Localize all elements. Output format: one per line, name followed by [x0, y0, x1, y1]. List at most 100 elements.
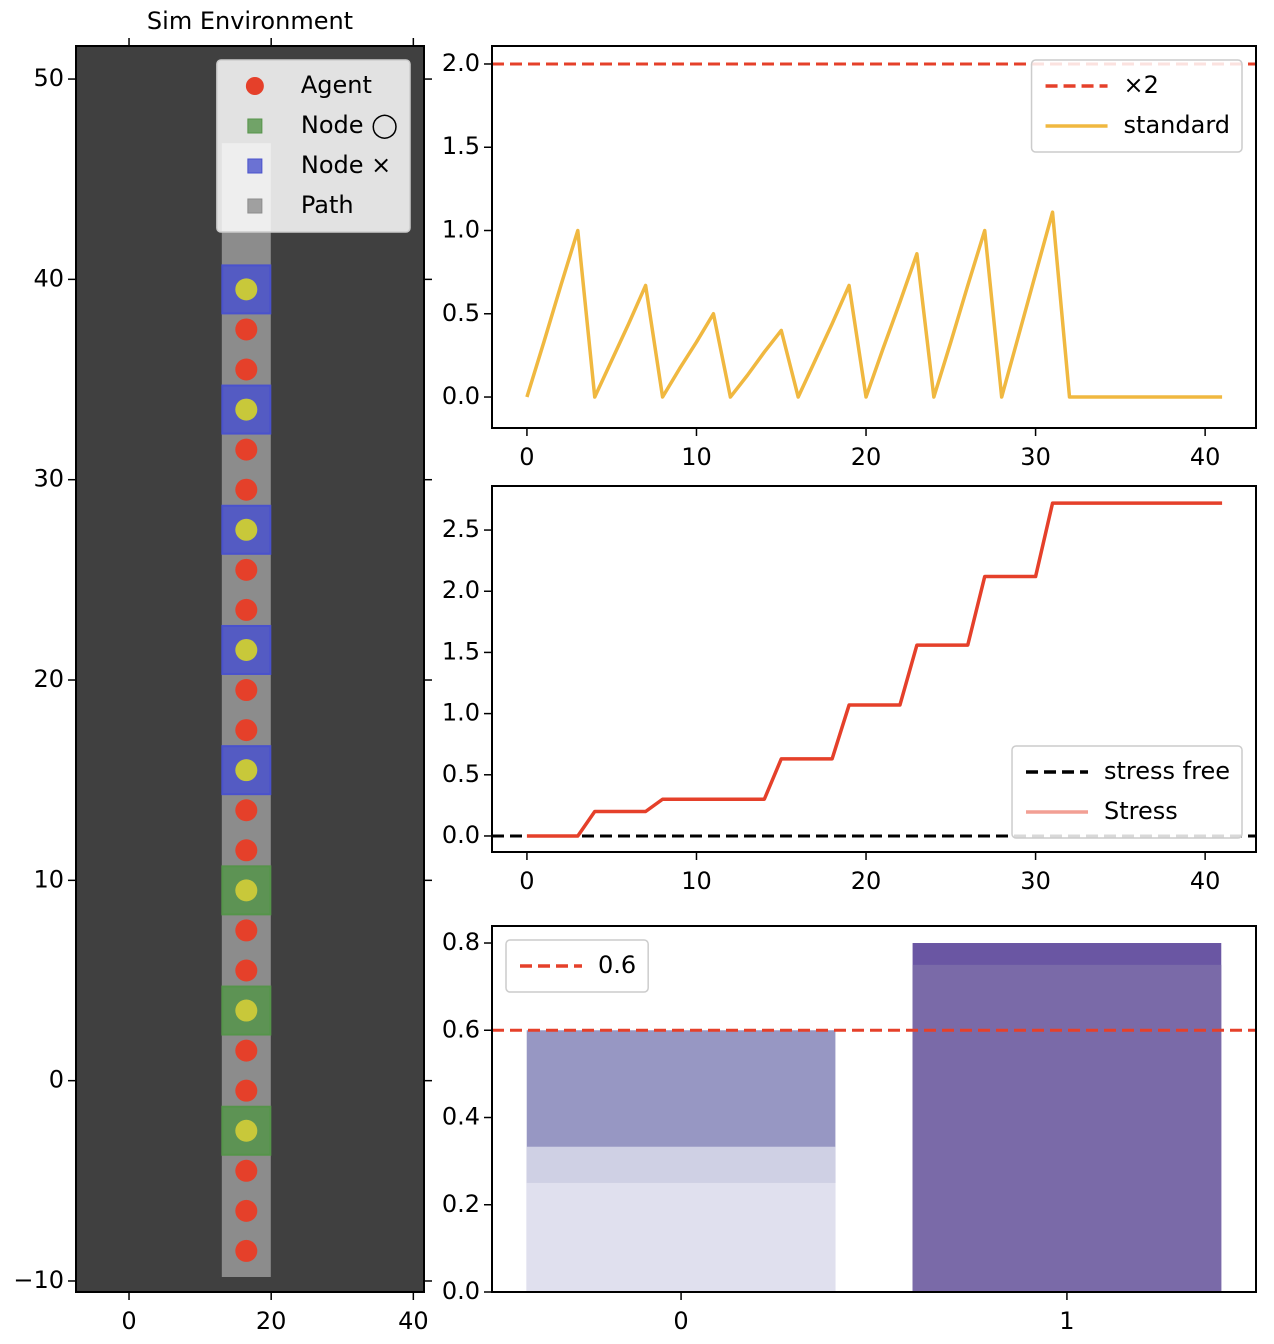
y-tick-label: 2.0	[442, 576, 480, 604]
chart: Sim Environment −10 0 10 20 30 40 50 0 20 40 Agent N…	[13, 7, 432, 1335]
x-tick-label: 0	[121, 1307, 136, 1335]
y-tick-label: 0.0	[442, 1277, 480, 1305]
chart: 0.0 0.5 1.0 1.5 2.0 2.5 0 10 20 30 40 stress free St…	[442, 485, 1257, 895]
legend-label: Path	[301, 191, 354, 219]
agent-marker	[235, 1159, 258, 1182]
y-tick-label: 0.0	[442, 821, 480, 849]
node-marker	[221, 384, 272, 435]
agent-marker	[235, 919, 258, 942]
node-agent	[235, 638, 258, 661]
legend-label: 0.6	[598, 951, 636, 979]
agent-marker	[235, 679, 258, 702]
x-tick-label: 40	[398, 1307, 429, 1335]
agent-marker	[235, 839, 258, 862]
agent-marker	[235, 799, 258, 822]
y-tick-label: 30	[33, 465, 64, 493]
x-tick-label: 10	[681, 867, 712, 895]
node-agent	[235, 879, 258, 902]
plot-frame	[491, 45, 1257, 429]
legend-swatch	[247, 158, 263, 174]
chart-title: Sim Environment	[147, 7, 353, 35]
agent-marker	[235, 959, 258, 982]
x-tick-label: 30	[1020, 443, 1051, 471]
x-tick-label: 10	[681, 443, 712, 471]
y-tick-label: 2.0	[442, 49, 480, 77]
chart: 0.0 0.5 1.0 1.5 2.0 0 10 20 30 40 ×2 standard	[442, 45, 1257, 471]
x-tick-label: 0	[519, 443, 534, 471]
y-tick-label: 0	[49, 1066, 64, 1094]
y-tick-label: 0.4	[442, 1103, 480, 1131]
plot-frame	[491, 485, 1257, 853]
data-line	[525, 210, 1223, 399]
y-tick-label: 40	[33, 264, 64, 292]
agent-marker	[235, 318, 258, 341]
y-tick-label: 20	[33, 665, 64, 693]
node-marker	[221, 865, 272, 916]
y-tick-label: 1.5	[442, 637, 480, 665]
y-tick-label: 0.6	[442, 1015, 480, 1043]
legend-label: stress free	[1104, 757, 1230, 785]
legend-swatch	[247, 118, 263, 134]
y-tick-label: 0.2	[442, 1190, 480, 1218]
x-tick-label: 20	[256, 1307, 287, 1335]
agent-marker	[235, 719, 258, 742]
x-tick-label: 40	[1190, 867, 1221, 895]
x-tick-label: 1	[1059, 1307, 1074, 1335]
legend: stress free Stress	[1011, 745, 1243, 839]
x-tick-label: 20	[851, 443, 882, 471]
agent-marker	[235, 598, 258, 621]
agent-marker	[235, 558, 258, 581]
data-line	[526, 501, 1223, 838]
legend-label: Stress	[1104, 797, 1178, 825]
node-agent	[235, 1119, 258, 1142]
x-tick-label: 0	[519, 867, 534, 895]
legend-box	[216, 59, 411, 233]
legend-label: Node ×	[301, 151, 391, 179]
x-tick-label: 20	[851, 867, 882, 895]
y-tick-label: 0.8	[442, 928, 480, 956]
agent-marker	[235, 1199, 258, 1222]
y-tick-label: 1.0	[442, 216, 480, 244]
x-tick-label: 30	[1020, 867, 1051, 895]
plot-frame	[491, 925, 1257, 1293]
y-tick-label: 0.0	[442, 382, 480, 410]
legend-label: standard	[1124, 111, 1230, 139]
node-agent	[235, 759, 258, 782]
y-tick-label: 10	[33, 865, 64, 893]
x-tick-label: 40	[1190, 443, 1221, 471]
node-agent	[235, 518, 258, 541]
y-tick-label: 50	[33, 64, 64, 92]
y-tick-label: 0.5	[442, 760, 480, 788]
bar	[912, 964, 1222, 1292]
legend-box	[1030, 59, 1243, 153]
y-tick-label: 1.5	[442, 132, 480, 160]
agent-marker	[235, 358, 258, 381]
agent-marker	[235, 1039, 258, 1062]
legend-swatch	[247, 198, 263, 214]
legend: Agent Node ◯ Node × Path	[216, 59, 411, 233]
y-tick-label: 2.5	[442, 515, 480, 543]
legend-label: Agent	[301, 71, 372, 99]
y-tick-label: 0.5	[442, 299, 480, 327]
y-tick-label: 1.0	[442, 699, 480, 727]
legend: 0.6	[505, 939, 649, 993]
legend-label: ×2	[1124, 71, 1159, 99]
bar	[526, 1182, 836, 1292]
node-agent	[235, 398, 258, 421]
agent-marker	[235, 438, 258, 461]
node-agent	[235, 278, 258, 301]
agent-marker	[235, 478, 258, 501]
node-marker	[221, 504, 272, 555]
x-tick-label: 0	[673, 1307, 688, 1335]
legend-swatch	[245, 77, 264, 95]
node-agent	[235, 999, 258, 1022]
legend: ×2 standard	[1030, 59, 1243, 153]
plot-frame	[75, 45, 425, 1293]
agent-marker	[235, 1079, 258, 1102]
agent-marker	[235, 1239, 258, 1262]
legend-label: Node ◯	[301, 111, 398, 139]
legend-box	[1011, 745, 1243, 839]
chart: 0.0 0.2 0.4 0.6 0.8 0 1 0.6	[442, 925, 1257, 1335]
